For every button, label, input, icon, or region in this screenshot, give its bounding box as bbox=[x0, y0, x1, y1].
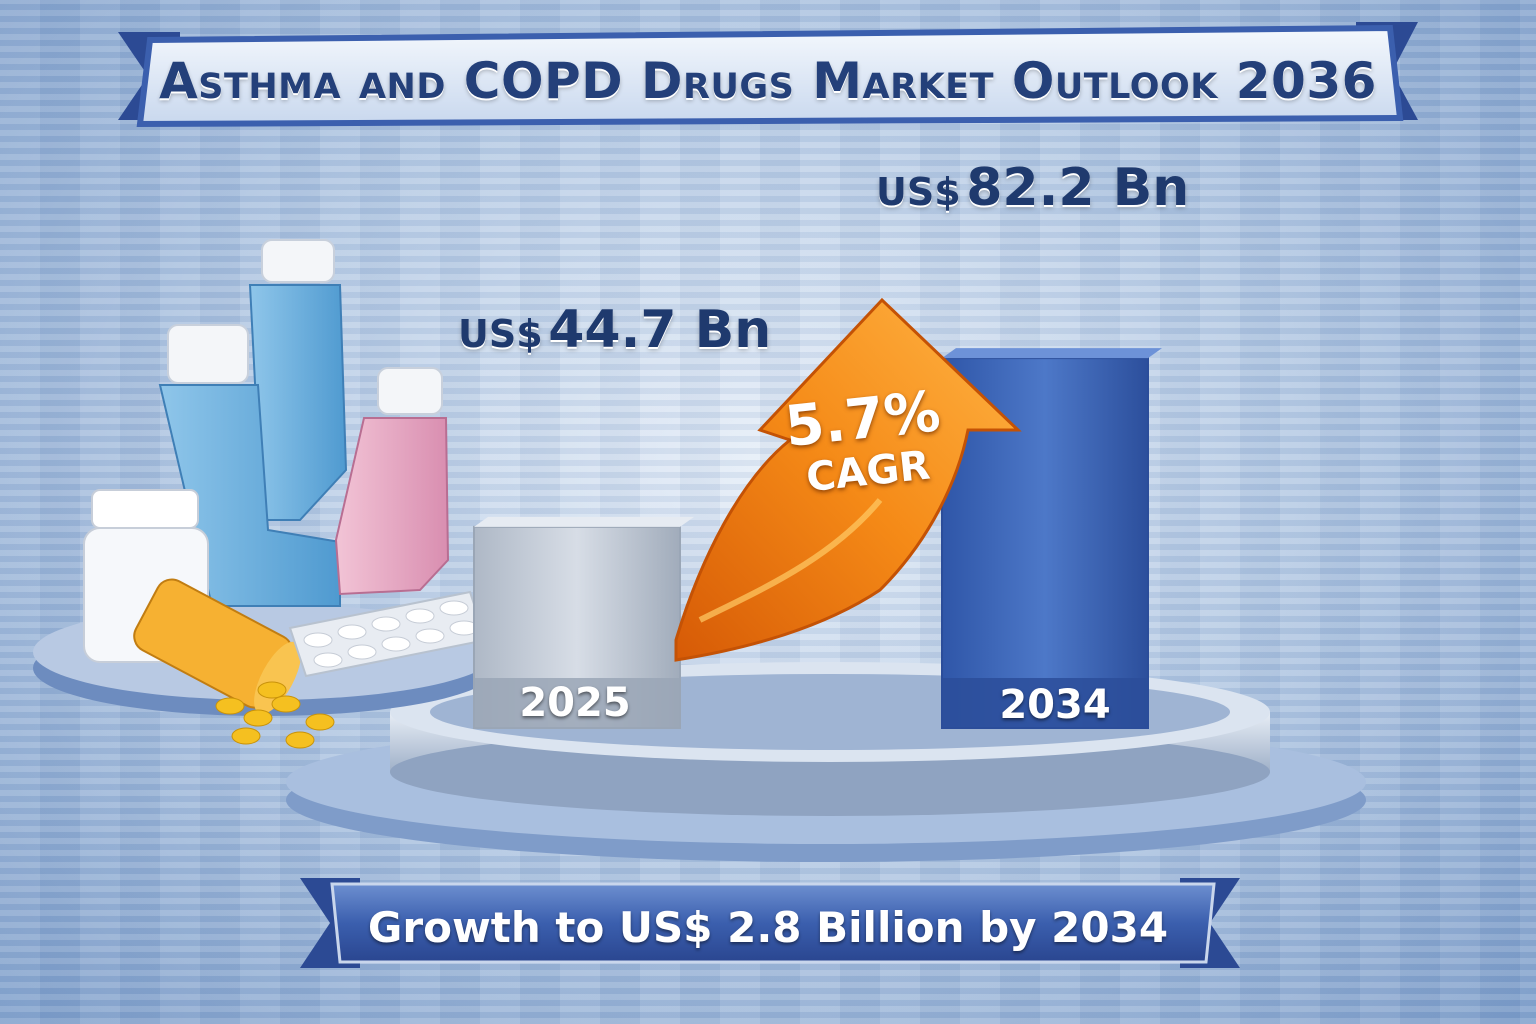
amount-label: 82.2 Bn bbox=[966, 158, 1190, 218]
footer-text: Growth to US$ 2.8 Billion by 2034 bbox=[367, 903, 1169, 952]
cagr-callout: 5.7% CAGR bbox=[755, 379, 975, 504]
value-label-2025: US$ 44.7 Bn bbox=[458, 300, 771, 360]
currency-label: US$ bbox=[876, 170, 961, 214]
growth-arrow-icon bbox=[674, 297, 1022, 662]
title-ribbon bbox=[118, 22, 1418, 128]
tick-label-2034: 2034 bbox=[999, 682, 1111, 728]
bar-cap bbox=[942, 348, 1162, 359]
bar-cap bbox=[474, 516, 694, 527]
currency-label: US$ bbox=[458, 312, 543, 356]
pill-bottle-icon bbox=[83, 489, 335, 749]
blister-pack-icon bbox=[288, 590, 488, 678]
page-title: Asthma and COPD Drugs Market Outlook 203… bbox=[159, 52, 1377, 110]
amount-label: 44.7 Bn bbox=[548, 300, 772, 360]
tick-label-2025: 2025 bbox=[519, 680, 631, 726]
bar-base-band bbox=[942, 678, 1148, 728]
bar-2025 bbox=[473, 516, 694, 729]
footer-ribbon bbox=[300, 878, 1240, 968]
bar-base-band bbox=[474, 678, 680, 728]
value-label-2034: US$ 82.2 Bn bbox=[876, 158, 1189, 218]
